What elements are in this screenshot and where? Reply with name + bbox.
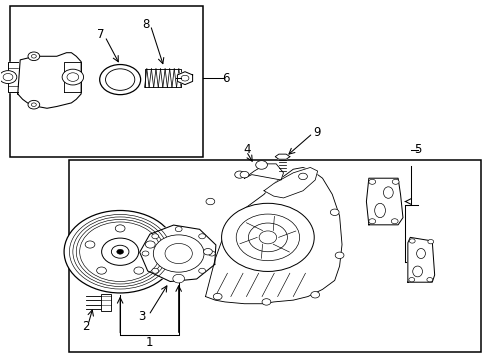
Polygon shape — [64, 62, 81, 92]
Circle shape — [255, 161, 267, 169]
Text: 6: 6 — [222, 72, 229, 85]
Circle shape — [426, 278, 432, 282]
Circle shape — [234, 171, 244, 178]
Circle shape — [64, 211, 176, 293]
Circle shape — [100, 64, 141, 95]
Bar — [101, 294, 111, 311]
Circle shape — [28, 100, 40, 109]
Circle shape — [198, 234, 205, 239]
Circle shape — [310, 292, 319, 298]
Text: 5: 5 — [413, 143, 421, 156]
Bar — [10, 6, 203, 157]
Circle shape — [153, 235, 203, 272]
Text: 9: 9 — [312, 126, 320, 139]
Circle shape — [164, 243, 192, 264]
Ellipse shape — [383, 187, 392, 198]
Circle shape — [221, 203, 314, 271]
Circle shape — [368, 179, 375, 184]
Circle shape — [213, 293, 222, 300]
Circle shape — [198, 268, 205, 273]
Circle shape — [105, 69, 135, 90]
Circle shape — [0, 71, 17, 84]
Circle shape — [298, 173, 307, 180]
Circle shape — [145, 241, 155, 248]
Text: 7: 7 — [97, 28, 104, 41]
Circle shape — [97, 267, 106, 274]
Circle shape — [142, 251, 149, 256]
Text: 3: 3 — [138, 310, 145, 324]
Circle shape — [408, 239, 414, 243]
Circle shape — [62, 69, 83, 85]
Circle shape — [151, 234, 158, 239]
Circle shape — [134, 267, 143, 274]
Circle shape — [368, 219, 375, 224]
Polygon shape — [144, 69, 181, 87]
Polygon shape — [407, 237, 434, 282]
Circle shape — [175, 275, 182, 280]
Circle shape — [111, 245, 129, 258]
Circle shape — [175, 226, 182, 231]
Circle shape — [334, 252, 343, 258]
Circle shape — [205, 198, 214, 205]
Polygon shape — [140, 225, 215, 282]
Circle shape — [390, 219, 397, 224]
Ellipse shape — [374, 203, 385, 218]
Circle shape — [117, 249, 123, 254]
Polygon shape — [244, 164, 283, 180]
Polygon shape — [177, 72, 192, 85]
Ellipse shape — [412, 266, 422, 277]
Polygon shape — [205, 167, 341, 304]
Circle shape — [102, 238, 139, 265]
Circle shape — [391, 179, 398, 184]
Ellipse shape — [416, 248, 425, 258]
Circle shape — [151, 268, 158, 273]
Circle shape — [203, 248, 212, 255]
Circle shape — [330, 209, 338, 216]
Circle shape — [172, 274, 184, 283]
Circle shape — [28, 52, 40, 60]
Polygon shape — [366, 178, 402, 225]
Circle shape — [408, 278, 414, 282]
Text: 2: 2 — [82, 320, 90, 333]
Circle shape — [262, 299, 270, 305]
Text: 4: 4 — [243, 143, 250, 156]
Bar — [69, 160, 480, 352]
Polygon shape — [8, 62, 18, 92]
Polygon shape — [264, 167, 317, 198]
Circle shape — [240, 171, 248, 178]
Circle shape — [115, 225, 125, 232]
Polygon shape — [18, 53, 81, 108]
Circle shape — [85, 241, 95, 248]
Text: 1: 1 — [145, 336, 153, 349]
Text: 8: 8 — [142, 18, 149, 31]
Circle shape — [427, 239, 433, 244]
Circle shape — [208, 251, 215, 256]
Polygon shape — [275, 154, 289, 159]
